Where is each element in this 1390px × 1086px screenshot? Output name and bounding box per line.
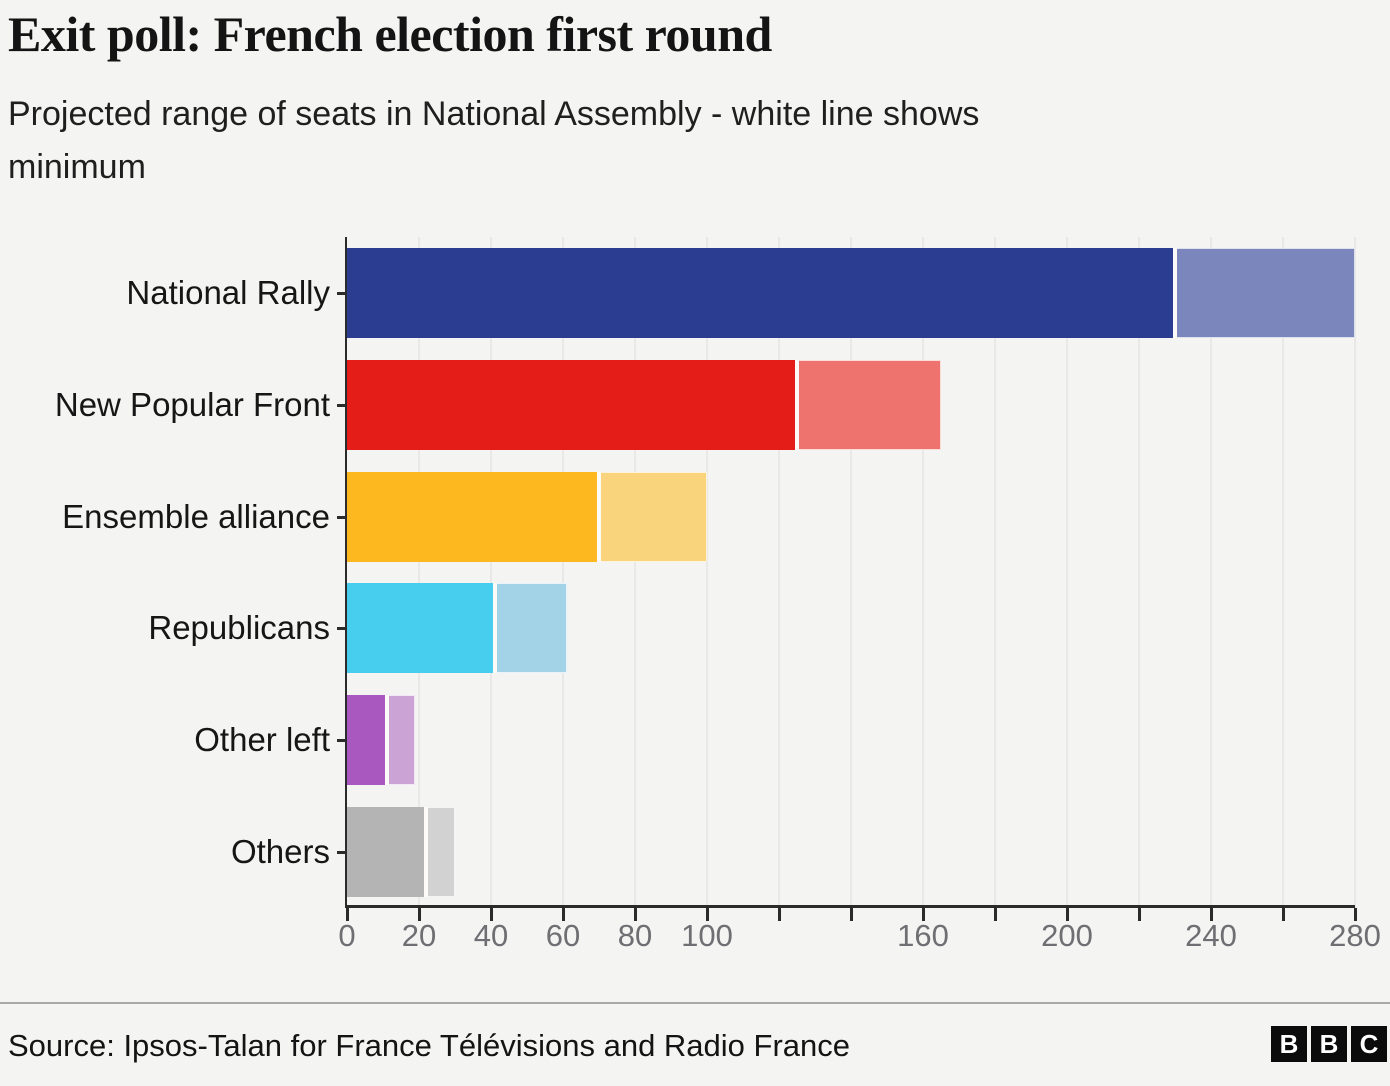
x-axis-tick [994, 908, 997, 921]
bar-row [347, 807, 1355, 898]
footer-divider [0, 1002, 1390, 1004]
gridline [850, 237, 852, 908]
y-axis-tick [337, 515, 346, 519]
y-axis-tick [337, 627, 346, 631]
minimum-white-line [424, 807, 429, 898]
y-axis-line [345, 237, 347, 908]
x-tick-label: 280 [1329, 918, 1381, 953]
x-tick-label: 200 [1041, 918, 1093, 953]
y-axis-tick [337, 291, 346, 295]
gridline [634, 237, 636, 908]
bbc-logo-letter: C [1351, 1026, 1387, 1062]
bar-chart-plot [347, 237, 1356, 908]
x-axis-tick [778, 908, 781, 921]
bar-min-segment [347, 807, 427, 898]
bar-range-segment [386, 695, 416, 786]
bar-min-segment [347, 359, 797, 450]
bar-range-segment [494, 583, 567, 674]
gridline [1066, 237, 1068, 908]
y-axis-tick [337, 403, 346, 407]
minimum-white-line [384, 695, 389, 786]
bar-row [347, 471, 1355, 562]
bar-min-segment [347, 583, 495, 674]
x-axis-tick [490, 908, 493, 921]
category-label: New Popular Front [54, 385, 330, 423]
gridline [1210, 237, 1212, 908]
category-label: Others [230, 833, 330, 871]
gridline [778, 237, 780, 908]
minimum-white-line [492, 583, 497, 674]
x-tick-label: 40 [473, 918, 509, 953]
bar-row [347, 359, 1355, 450]
gridline [1282, 237, 1284, 908]
category-label: National Rally [126, 273, 330, 311]
minimum-white-line [1173, 247, 1177, 338]
bar-min-segment [347, 247, 1175, 338]
x-axis-tick [1354, 908, 1357, 921]
x-tick-label: 100 [681, 918, 733, 953]
x-axis-tick [346, 908, 349, 921]
category-label: Ensemble alliance [62, 497, 330, 535]
bar-min-segment [347, 695, 387, 786]
gridline [1354, 237, 1356, 908]
gridline [922, 237, 924, 908]
bar-range-segment [599, 471, 707, 562]
x-tick-label: 160 [897, 918, 949, 953]
y-axis-tick [337, 739, 346, 743]
bar-min-segment [347, 471, 599, 562]
bar-range-segment [1175, 247, 1355, 338]
category-label: Other left [194, 721, 330, 759]
x-axis-tick [1282, 908, 1285, 921]
y-axis-tick [337, 851, 346, 855]
bar-row [347, 695, 1355, 786]
x-axis-tick [562, 908, 565, 921]
gridline [706, 237, 708, 908]
source-text: Source: Ipsos-Talan for France Télévisio… [8, 1028, 851, 1063]
x-tick-label: 80 [617, 918, 653, 953]
x-axis-tick [1138, 908, 1141, 921]
bar-row [347, 247, 1355, 338]
x-axis-tick [634, 908, 637, 921]
chart-subtitle: Projected range of seats in National Ass… [8, 95, 980, 186]
x-axis-tick [1066, 908, 1069, 921]
x-axis-tick [706, 908, 709, 921]
x-axis-tick [1210, 908, 1213, 921]
category-label: Republicans [148, 609, 330, 647]
x-tick-label: 20 [401, 918, 437, 953]
minimum-white-line [597, 471, 601, 562]
bar-range-segment [797, 359, 941, 450]
minimum-white-line [795, 359, 799, 450]
gridline [490, 237, 492, 908]
x-tick-label: 60 [545, 918, 581, 953]
x-axis-tick [418, 908, 421, 921]
x-axis-tick [850, 908, 853, 921]
gridline [562, 237, 564, 908]
x-tick-label: 240 [1185, 918, 1237, 953]
gridline [1138, 237, 1140, 908]
page-title: Exit poll: French election first round [8, 6, 772, 62]
bbc-logo-letter: B [1271, 1026, 1307, 1062]
bbc-logo-letter: B [1311, 1026, 1347, 1062]
gridline [418, 237, 420, 908]
x-axis-tick [922, 908, 925, 921]
gridline [994, 237, 996, 908]
bar-range-segment [426, 807, 455, 898]
x-axis-line [345, 905, 1355, 908]
bar-row [347, 583, 1355, 674]
x-tick-label: 0 [338, 918, 356, 953]
